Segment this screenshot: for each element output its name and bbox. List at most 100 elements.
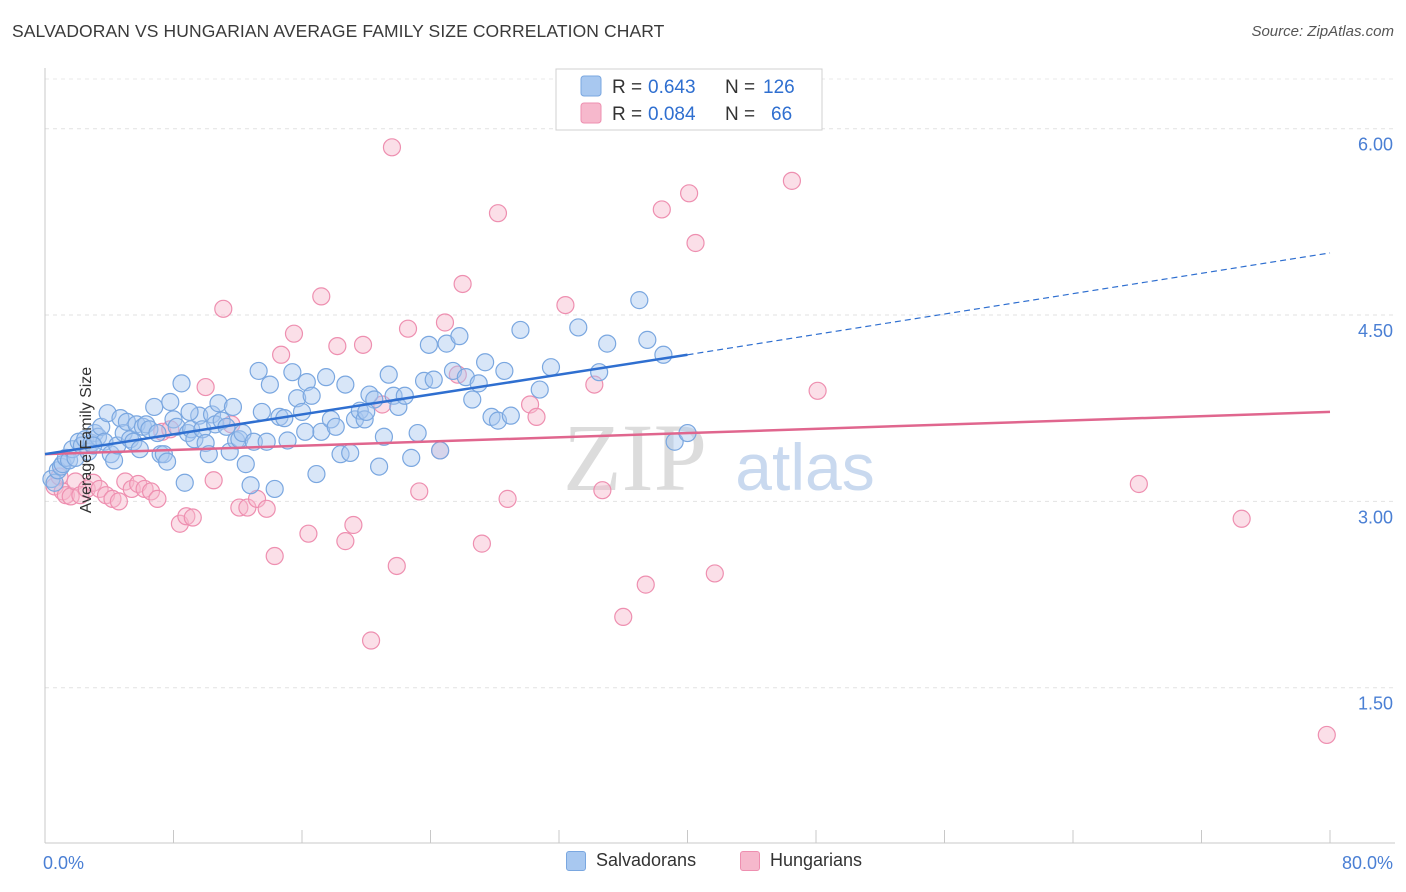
legend-swatch-hungarians: [580, 102, 602, 124]
salvadoran-point: [424, 370, 443, 389]
hungarian-point: [177, 507, 196, 526]
salvadoran-point: [569, 318, 588, 337]
salvadoran-point: [212, 411, 231, 430]
legend-swatch-salvadorans: [580, 75, 602, 97]
hungarian-point: [614, 607, 633, 627]
hungarian-point: [472, 534, 491, 553]
hungarian-point: [183, 508, 202, 527]
salvadoran-point: [402, 448, 421, 467]
salvadoran-point: [312, 422, 331, 441]
hungarian-point: [284, 324, 304, 343]
hungarian-point: [257, 499, 276, 518]
salvadoran-point: [292, 402, 312, 422]
hungarian-point: [1232, 509, 1251, 528]
salvadoran-point: [283, 363, 302, 382]
salvadoran-point: [463, 390, 482, 409]
salvadoran-point: [511, 320, 530, 340]
y-tick-label: 4.50: [1358, 321, 1393, 341]
salvadoran-point: [638, 330, 657, 349]
salvadoran-point: [476, 353, 495, 372]
hungarian-point: [556, 295, 575, 315]
salvadoran-point: [296, 422, 315, 441]
hungarian-point: [453, 274, 472, 294]
hungarian-point: [1317, 725, 1336, 745]
salvadoran-point: [395, 386, 414, 405]
salvadoran-point: [190, 406, 209, 425]
hungarian-point: [1129, 474, 1148, 494]
legend-n-label-2: N =: [725, 104, 755, 125]
hungarian-point: [272, 345, 291, 364]
hungarian-point: [353, 335, 373, 354]
y-tick-label: 3.00: [1358, 507, 1393, 527]
watermark-zip: ZIP: [563, 404, 707, 511]
legend-item-salvadorans: Salvadorans: [566, 850, 696, 871]
salvadoran-point: [249, 361, 268, 381]
salvadoran-point: [408, 423, 427, 443]
salvadoran-point: [157, 452, 177, 471]
salvadoran-point: [501, 406, 520, 425]
salvadoran-point: [302, 386, 321, 405]
salvadoran-point: [297, 373, 316, 392]
hungarian-point: [361, 631, 381, 650]
salvadoran-point: [161, 392, 180, 412]
hungarian-point: [636, 575, 655, 594]
legend-n-value-1: 126: [763, 77, 795, 98]
salvadoran-point: [414, 371, 434, 390]
salvadoran-point: [336, 375, 355, 394]
salvadoran-point: [355, 410, 374, 429]
salvadoran-point: [241, 476, 260, 495]
salvadoran-point: [469, 374, 488, 393]
hungarians-trend-line: [44, 410, 1331, 456]
y-axis-label: Average Family Size: [78, 366, 96, 514]
salvadoran-point: [370, 457, 389, 476]
salvadoran-point: [175, 473, 194, 492]
hungarian-point: [196, 377, 215, 397]
x-tick-labels: 0.0% 80.0%: [43, 853, 1393, 873]
hungarian-point: [265, 546, 284, 566]
salvadoran-point: [654, 345, 673, 364]
legend-r-value-2: 0.084: [648, 104, 696, 125]
salvadoran-point: [379, 365, 398, 384]
salvadoran-point: [172, 374, 191, 393]
salvadoran-point: [341, 443, 360, 463]
salvadoran-point: [495, 361, 514, 381]
trend-lines: [44, 252, 1331, 456]
hungarian-point: [782, 171, 802, 190]
salvadoran-point: [630, 291, 649, 310]
legend-n-value-2: 66: [771, 104, 792, 125]
hungarians-swatch: [740, 850, 760, 871]
salvadoran-point: [223, 397, 243, 417]
hungarian-point: [488, 204, 508, 223]
salvadoran-point: [326, 417, 345, 436]
hungarian-point: [336, 532, 355, 551]
hungarian-point: [328, 336, 347, 356]
legend-label-hungarians: Hungarians: [770, 850, 863, 870]
hungarian-point: [498, 489, 517, 508]
watermark-atlas: atlas: [735, 430, 874, 504]
salvadoran-point: [541, 358, 561, 377]
salvadoran-point: [130, 440, 149, 459]
hungarian-point: [593, 481, 612, 500]
hungarian-point: [148, 489, 167, 508]
salvadoran-point: [598, 334, 617, 353]
hungarian-point: [387, 556, 406, 576]
hungarian-point: [382, 138, 402, 157]
legend-r-value-1: 0.643: [648, 77, 696, 98]
salvadoran-point: [450, 327, 469, 346]
salvadoran-point: [431, 441, 450, 460]
salvadorans-trend-line: [44, 353, 688, 456]
salvadoran-point: [260, 375, 279, 394]
salvadoran-point: [530, 380, 549, 399]
hungarian-point: [109, 492, 128, 511]
salvadoran-point: [209, 394, 228, 413]
salvadoran-point: [148, 423, 167, 443]
x-tick-label-min: 0.0%: [43, 853, 84, 873]
salvadoran-point: [265, 479, 284, 499]
hungarian-point: [398, 319, 418, 338]
y-tick-label: 1.50: [1358, 694, 1393, 714]
hungarian-point: [686, 233, 705, 253]
hungarian-point: [527, 407, 546, 426]
hungarian-point: [299, 524, 318, 543]
salvadoran-point: [252, 402, 271, 422]
